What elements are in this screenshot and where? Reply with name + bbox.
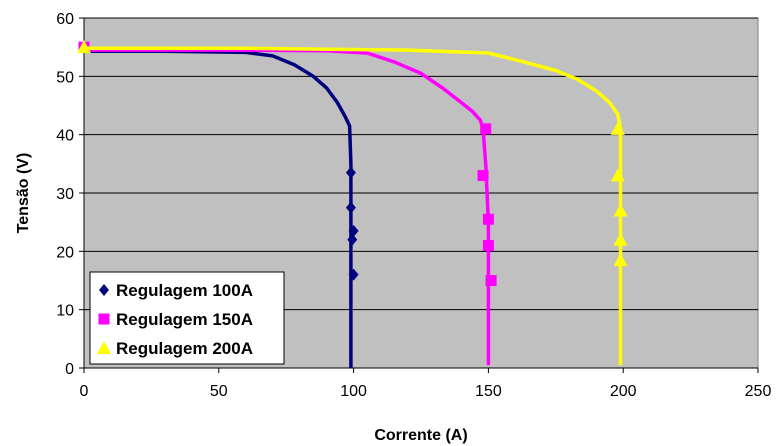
data-point	[613, 253, 628, 267]
y-tick-labels: 0 10 20 30 40 50 60	[56, 11, 74, 378]
series-layer	[77, 40, 628, 368]
data-point	[477, 170, 489, 181]
data-point	[77, 40, 91, 54]
series-3	[77, 40, 628, 366]
data-point	[610, 168, 625, 182]
legend-swatch	[98, 313, 110, 325]
series-line	[84, 48, 491, 366]
x-tick-label: 250	[745, 383, 772, 400]
data-point	[345, 201, 356, 214]
y-tick-label: 50	[56, 69, 74, 86]
y-tick-label: 10	[56, 303, 74, 320]
y-tick-label: 60	[56, 11, 74, 28]
series-line	[84, 49, 353, 368]
x-tick-label: 150	[475, 383, 502, 400]
data-point	[348, 268, 359, 281]
series-1	[84, 49, 359, 368]
data-point	[613, 203, 628, 217]
data-point	[347, 233, 358, 246]
series-line	[84, 46, 623, 366]
y-tick-label: 40	[56, 128, 74, 145]
y-tick-label: 20	[56, 244, 74, 261]
legend-swatch	[99, 284, 109, 296]
y-axis-title: Tensão (V)	[15, 153, 32, 234]
legend-label: Regulagem 100A	[116, 281, 253, 300]
axes	[79, 17, 759, 373]
data-point	[485, 275, 497, 286]
data-point	[480, 123, 492, 135]
x-tick-label: 0	[80, 383, 89, 400]
legend-swatch	[97, 341, 111, 354]
legend-box	[89, 271, 285, 365]
y-tick-label: 0	[65, 361, 74, 378]
x-tick-labels: 0 50 100 150 200 250	[80, 383, 772, 400]
data-point	[610, 121, 625, 135]
data-point	[613, 232, 628, 246]
x-tick-label: 200	[610, 383, 637, 400]
x-tick-label: 100	[340, 383, 367, 400]
x-tick-label: 50	[210, 383, 228, 400]
legend-label: Regulagem 200A	[116, 339, 253, 358]
data-point	[482, 240, 494, 251]
legend-label: Regulagem 150A	[116, 310, 253, 329]
data-point	[482, 213, 494, 225]
data-point	[348, 224, 359, 237]
data-point	[345, 166, 356, 179]
x-axis-title: Corrente (A)	[374, 427, 467, 444]
legend: Regulagem 100A Regulagem 150A Regulagem 20…	[89, 271, 285, 365]
y-tick-label: 30	[56, 186, 74, 203]
